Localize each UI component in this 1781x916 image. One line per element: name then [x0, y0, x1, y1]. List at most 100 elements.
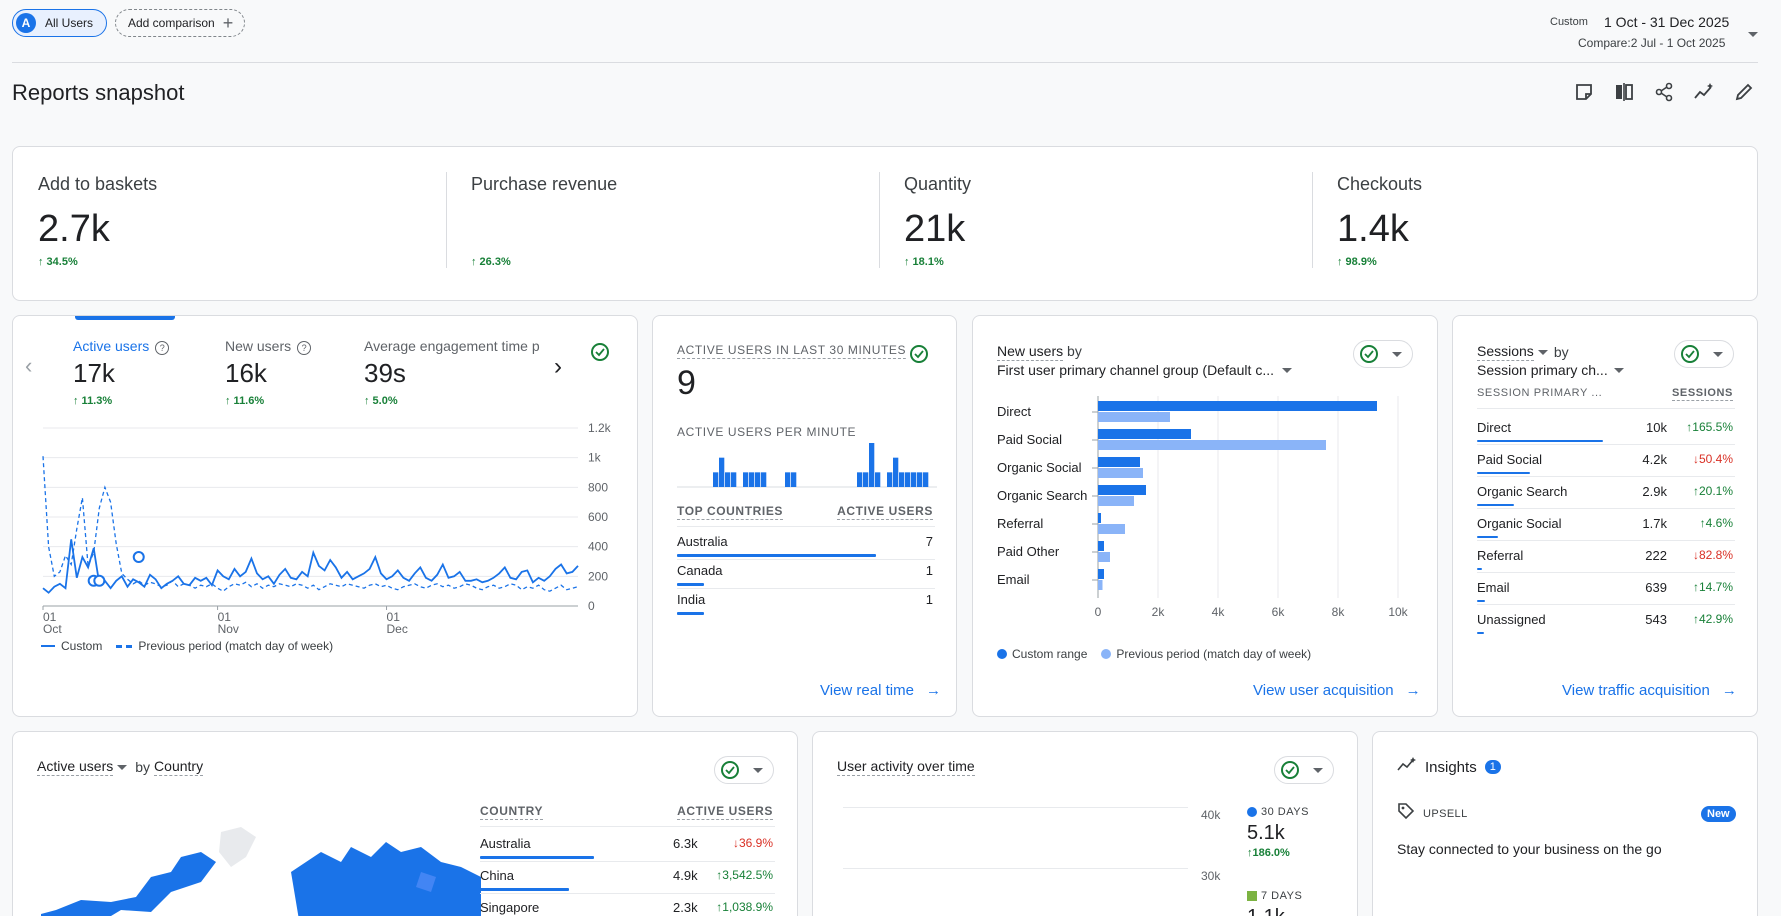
minute-bar[interactable] — [917, 472, 923, 487]
session-change: ↑14.7% — [1692, 580, 1733, 594]
user-activity-title[interactable]: User activity over time — [837, 758, 975, 776]
minute-bar[interactable] — [719, 457, 725, 487]
insights-header[interactable]: Insights 1 — [1397, 757, 1501, 777]
notes-icon[interactable] — [1570, 78, 1598, 106]
share-icon[interactable] — [1650, 78, 1678, 106]
session-channel[interactable]: Direct — [1477, 420, 1511, 435]
current-bar[interactable] — [1098, 513, 1101, 523]
country-name[interactable]: China — [480, 868, 514, 883]
minute-bar[interactable] — [893, 457, 899, 487]
session-channel[interactable]: Organic Social — [1477, 516, 1562, 531]
previous-bar[interactable] — [1098, 412, 1170, 422]
country-name[interactable]: Australia — [677, 534, 728, 549]
view-traffic-acquisition-link[interactable]: View traffic acquisition → — [1562, 682, 1737, 699]
status-menu[interactable] — [1674, 340, 1734, 368]
status-menu[interactable] — [1353, 340, 1413, 368]
insights-icon[interactable] — [1690, 78, 1718, 106]
chevron-right-icon[interactable]: › — [554, 353, 562, 380]
previous-bar[interactable] — [1098, 496, 1134, 506]
minute-bar[interactable] — [875, 472, 881, 487]
previous-bar[interactable] — [1098, 440, 1326, 450]
view-user-acquisition-link[interactable]: View user acquisition → — [1253, 682, 1421, 699]
minute-bar[interactable] — [791, 472, 797, 487]
metric-label[interactable]: Add to baskets — [38, 174, 158, 194]
title-metric[interactable]: New users — [997, 343, 1064, 361]
insight-text[interactable]: Stay connected to your business on the g… — [1397, 841, 1662, 857]
metric-label[interactable]: Checkouts — [1337, 174, 1423, 194]
x-tick-day: 01 — [43, 610, 57, 624]
session-value: 222 — [1645, 548, 1667, 563]
dimension-selector[interactable]: First user primary channel group (Defaul… — [997, 362, 1292, 378]
minute-bar[interactable] — [731, 472, 737, 487]
edit-icon[interactable] — [1730, 78, 1758, 106]
metric-tab[interactable]: Active users? — [73, 338, 170, 355]
annotation-marker[interactable] — [132, 551, 145, 564]
current-bar[interactable] — [1098, 429, 1191, 439]
metric-label[interactable]: Purchase revenue — [471, 174, 618, 194]
title-dimension[interactable]: Country — [154, 758, 204, 776]
country-name[interactable]: Australia — [480, 836, 531, 851]
chevron-left-icon[interactable]: ‹ — [25, 353, 33, 378]
current-bar[interactable] — [1098, 569, 1104, 579]
share-bar — [1477, 632, 1484, 634]
status-check[interactable] — [586, 338, 614, 366]
minute-bar[interactable] — [869, 443, 875, 487]
minute-bar[interactable] — [905, 472, 911, 487]
dimension-selector[interactable]: Session primary ch... — [1477, 362, 1624, 378]
previous-bar[interactable] — [1098, 580, 1103, 590]
minute-bar[interactable] — [887, 472, 893, 487]
page-title: Reports snapshot — [12, 80, 185, 105]
caret-down-icon[interactable] — [117, 764, 128, 770]
minute-bar[interactable] — [755, 472, 761, 487]
metric-tab[interactable]: New users? — [225, 338, 312, 355]
minute-bar[interactable] — [863, 472, 869, 487]
help-icon[interactable]: ? — [155, 341, 170, 355]
legend-dashed-swatch — [116, 644, 133, 648]
country-name[interactable]: Canada — [677, 563, 723, 578]
previous-bar[interactable] — [1098, 468, 1143, 478]
current-bar[interactable] — [1098, 401, 1377, 411]
current-bar[interactable] — [1098, 485, 1146, 495]
minute-bar[interactable] — [761, 472, 767, 487]
status-check[interactable] — [905, 340, 933, 368]
previous-bar[interactable] — [1098, 524, 1125, 534]
minute-bar[interactable] — [725, 472, 731, 487]
minute-bar[interactable] — [743, 472, 749, 487]
metric-label[interactable]: Quantity — [904, 174, 972, 194]
add-comparison-button[interactable]: Add comparison + — [115, 9, 245, 37]
session-channel[interactable]: Paid Social — [1477, 452, 1543, 467]
date-range-picker[interactable]: Custom 1 Oct - 31 Dec 2025 Compare:2 Jul… — [1440, 14, 1770, 54]
segment-chip[interactable]: A All Users — [12, 9, 107, 37]
session-channel[interactable]: Referral — [1477, 548, 1524, 563]
country-name[interactable]: India — [677, 592, 706, 607]
previous-bar[interactable] — [1098, 552, 1110, 562]
chevron-down-icon — [1748, 32, 1758, 37]
view-realtime-link[interactable]: View real time → — [820, 682, 941, 699]
session-channel[interactable]: Organic Search — [1477, 484, 1568, 499]
annotation-marker[interactable] — [93, 574, 106, 587]
country-name[interactable]: Singapore — [480, 900, 540, 915]
title-metric: Sessions — [1477, 343, 1534, 361]
metric-divider — [1312, 172, 1313, 268]
minute-bar[interactable] — [785, 472, 791, 487]
metric-divider — [446, 172, 447, 268]
title-metric[interactable]: Active users — [37, 758, 114, 776]
metric-value: 1.4k — [1337, 208, 1409, 250]
minute-bar[interactable] — [899, 472, 905, 487]
minute-bar[interactable] — [713, 472, 719, 487]
compare-icon[interactable] — [1610, 78, 1638, 106]
gridline — [843, 868, 1188, 869]
session-channel[interactable]: Email — [1477, 580, 1510, 595]
help-icon[interactable]: ? — [297, 341, 312, 355]
minute-bar[interactable] — [923, 472, 929, 487]
session-channel[interactable]: Unassigned — [1477, 612, 1546, 627]
metric-tab[interactable]: Average engagement time p — [364, 338, 540, 354]
sessions-title[interactable]: Sessions by — [1477, 343, 1569, 361]
current-bar[interactable] — [1098, 457, 1140, 467]
status-menu[interactable] — [714, 756, 774, 784]
current-bar[interactable] — [1098, 541, 1104, 551]
minute-bar[interactable] — [857, 472, 863, 487]
minute-bar[interactable] — [911, 472, 917, 487]
minute-bar[interactable] — [749, 472, 755, 487]
status-menu[interactable] — [1274, 756, 1334, 784]
